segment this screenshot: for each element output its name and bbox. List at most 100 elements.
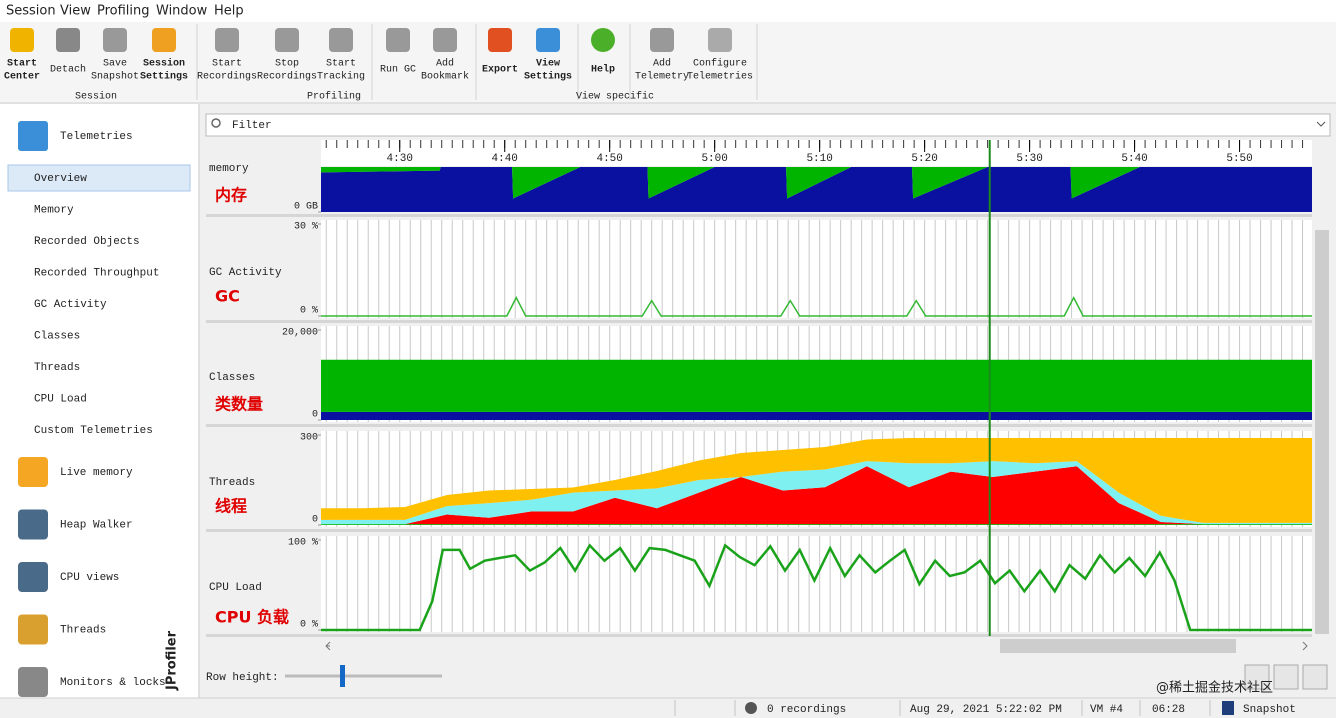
v-scroll-thumb[interactable]: [1315, 230, 1329, 634]
toolbar-button-label[interactable]: Help: [591, 64, 615, 76]
sidebar-section[interactable]: Live memory: [60, 467, 133, 479]
section-icon: [18, 614, 48, 645]
toolbar-button-label[interactable]: Tracking: [317, 71, 365, 83]
row-note: GC: [215, 287, 240, 306]
area: [321, 466, 1312, 525]
sidebar-item[interactable]: Recorded Throughput: [34, 267, 159, 279]
sidebar-item[interactable]: Classes: [34, 330, 80, 342]
toolbar-button-label[interactable]: Recordings: [197, 71, 257, 83]
area: [321, 167, 1312, 212]
toolbar-button-label[interactable]: Export: [482, 65, 518, 76]
sidebar-section[interactable]: Threads: [60, 624, 106, 636]
area: [321, 167, 1312, 199]
toolbar-button-label[interactable]: Bookmark: [421, 71, 469, 83]
area: [321, 438, 1312, 523]
sidebar-item[interactable]: GC Activity: [34, 299, 107, 311]
menu-item[interactable]: Help: [214, 4, 244, 19]
row-label: Threads: [209, 477, 255, 489]
scroll-right[interactable]: [1302, 641, 1308, 651]
sidebar-header[interactable]: Telemetries: [60, 131, 133, 143]
toolbar-icon[interactable]: [56, 28, 80, 52]
zoom-fit[interactable]: [1302, 664, 1328, 690]
filter-box[interactable]: [205, 113, 1331, 137]
toolbar-button-label[interactable]: Settings: [524, 71, 572, 83]
row-note: 类数量: [215, 395, 263, 414]
toolbar-button-label[interactable]: Snapshot: [91, 71, 139, 83]
row-note: 内存: [215, 186, 247, 205]
slider-thumb[interactable]: [340, 665, 345, 687]
status-recordings: 0 recordings: [767, 704, 846, 716]
toolbar-icon[interactable]: [433, 28, 457, 52]
row-label: GC Activity: [209, 267, 282, 279]
toolbar-icon[interactable]: [536, 28, 560, 52]
menu-item[interactable]: Profiling: [97, 4, 150, 19]
toolbar-icon[interactable]: [386, 28, 410, 52]
sidebar-item[interactable]: Custom Telemetries: [34, 425, 153, 437]
row-label: CPU Load: [209, 582, 262, 594]
zoom-in[interactable]: [1244, 664, 1270, 690]
toolbar-icon[interactable]: [103, 28, 127, 52]
row-label: memory: [209, 163, 249, 175]
toolbar-button-label[interactable]: Telemetries: [687, 71, 753, 83]
status-mode[interactable]: Snapshot: [1243, 704, 1296, 716]
filter-dropdown[interactable]: [1316, 121, 1326, 127]
toolbar-group-label: View specific: [576, 91, 654, 103]
toolbar-button-label[interactable]: Recordings: [257, 71, 317, 83]
y-tick-label: 30 %: [294, 222, 318, 233]
row-height-label: Row height:: [206, 672, 279, 684]
status-time: Aug 29, 2021 5:22:02 PM: [910, 704, 1062, 716]
toolbar-button-label[interactable]: Start: [326, 59, 356, 70]
toolbar-button-label[interactable]: Add: [436, 58, 454, 70]
toolbar-icon[interactable]: [152, 28, 176, 52]
toolbar-button-label[interactable]: Start: [212, 59, 242, 70]
toolbar-button-label[interactable]: Session: [143, 58, 185, 70]
toolbar-icon[interactable]: [708, 28, 732, 52]
toolbar-button-label[interactable]: Stop: [275, 59, 299, 70]
time-tick-label: 4:30: [387, 153, 413, 165]
toolbar-icon[interactable]: [650, 28, 674, 52]
toolbar-icon[interactable]: [275, 28, 299, 52]
telemetries-icon: [18, 121, 48, 151]
toolbar-button-label[interactable]: Settings: [140, 71, 188, 83]
zoom-out[interactable]: [1273, 664, 1299, 690]
menu-item[interactable]: Session: [6, 4, 56, 19]
toolbar-button-label[interactable]: Detach: [50, 64, 86, 76]
sidebar-section[interactable]: Monitors & locks: [60, 677, 166, 689]
plot-background: [321, 220, 1312, 318]
toolbar-button-label[interactable]: Save: [103, 59, 127, 70]
sidebar-item[interactable]: Overview: [34, 173, 87, 185]
h-scroll-thumb[interactable]: [1000, 639, 1236, 653]
sidebar-section[interactable]: CPU views: [60, 572, 119, 584]
recording-icon: [745, 702, 757, 714]
toolbar-button-label[interactable]: View: [536, 58, 560, 70]
toolbar-button-label[interactable]: Start: [7, 59, 37, 70]
toolbar-button-label[interactable]: Add: [653, 58, 671, 70]
section-icon: [18, 562, 48, 592]
row-separator: [206, 214, 1312, 217]
sidebar: [0, 104, 198, 698]
menu-item[interactable]: View: [60, 4, 91, 19]
row-separator: [206, 634, 1312, 637]
sidebar-item[interactable]: Threads: [34, 362, 80, 374]
time-tick-label: 5:10: [806, 153, 832, 165]
sidebar-section[interactable]: Heap Walker: [60, 519, 133, 531]
toolbar-icon[interactable]: [215, 28, 239, 52]
sidebar-item[interactable]: CPU Load: [34, 393, 87, 405]
sidebar-item[interactable]: Recorded Objects: [34, 236, 140, 248]
row-separator: [206, 424, 1312, 427]
toolbar-button-label[interactable]: Run GC: [380, 65, 416, 76]
scroll-left[interactable]: [325, 641, 331, 651]
line: [321, 295, 1312, 317]
toolbar-icon[interactable]: [591, 28, 615, 52]
row-note: CPU 负载: [215, 608, 289, 627]
toolbar-button-label[interactable]: Configure: [693, 58, 747, 70]
time-tick-label: 5:50: [1226, 153, 1252, 165]
y-tick-label: 0: [312, 410, 318, 421]
toolbar-button-label[interactable]: Center: [4, 72, 40, 83]
toolbar-icon[interactable]: [488, 28, 512, 52]
toolbar-icon[interactable]: [10, 28, 34, 52]
menu-item[interactable]: Window: [156, 4, 208, 19]
toolbar-icon[interactable]: [329, 28, 353, 52]
sidebar-item[interactable]: Memory: [34, 204, 74, 216]
toolbar-button-label[interactable]: Telemetry: [635, 71, 689, 83]
